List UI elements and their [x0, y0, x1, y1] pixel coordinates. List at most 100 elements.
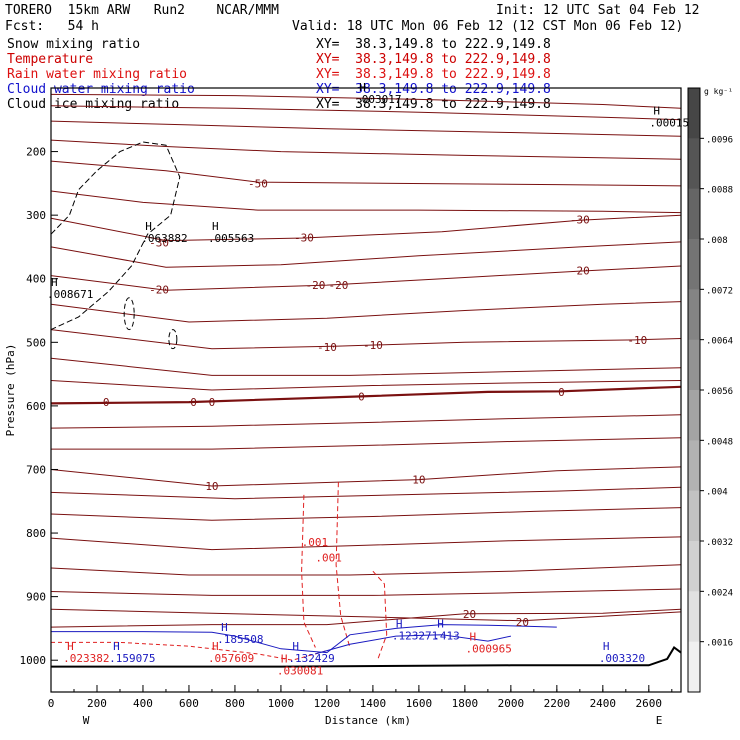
- isotherm-line: [50, 214, 682, 242]
- maximum-value: .413: [433, 630, 460, 643]
- x-tick-label: 0: [48, 697, 55, 710]
- x-tick-label: 600: [179, 697, 199, 710]
- maximum-marker: H: [67, 640, 74, 653]
- maximum-value: .005563: [208, 232, 254, 245]
- x-tick-label: 1400: [360, 697, 387, 710]
- maximum-value: .000150: [649, 117, 695, 130]
- isotherm-line: [50, 380, 682, 391]
- maximum-value: .159075: [109, 652, 155, 665]
- colorbar-swatch: [688, 339, 700, 391]
- maximum-marker: H: [281, 653, 288, 666]
- isotherm-label: 20: [463, 608, 476, 621]
- y-tick-label: 500: [26, 336, 46, 349]
- maximum-value: .185508: [217, 633, 263, 646]
- colorbar-swatch: [688, 239, 700, 290]
- colorbar-label: .0016: [706, 639, 733, 649]
- maximum-marker: H: [51, 276, 58, 289]
- maximum-value: .003320: [599, 652, 645, 665]
- snow-mixing-contour: [123, 297, 135, 331]
- y-tick-label: 200: [26, 146, 46, 159]
- maximum-value: .008671: [47, 288, 93, 301]
- maximum-marker: H: [212, 220, 219, 233]
- y-tick-label: 900: [26, 591, 46, 604]
- field-name-cloud-water: Cloud water mixing ratio: [7, 82, 195, 97]
- colorbar-swatch: [688, 541, 700, 592]
- field-name-snow: Snow mixing ratio: [7, 37, 141, 52]
- isotherm-label: -20: [570, 264, 590, 277]
- isotherm-line: [50, 265, 682, 291]
- y-tick-label: 800: [26, 527, 46, 540]
- x-tick-label: 1200: [314, 697, 341, 710]
- maximum-marker: H: [145, 220, 152, 233]
- maximum-value: .000965: [465, 642, 511, 655]
- field-xy-cloud-water: XY= 38.3,149.8 to 222.9,149.8: [316, 82, 551, 97]
- colorbar-swatch: [688, 641, 700, 693]
- field-xy-snow: XY= 38.3,149.8 to 222.9,149.8: [316, 37, 551, 52]
- isotherm-line: [50, 385, 682, 405]
- isotherm-label: 10: [205, 480, 218, 493]
- field-xy-temperature: XY= 38.3,149.8 to 222.9,149.8: [316, 52, 551, 67]
- isotherm-label: -20: [149, 284, 169, 297]
- cloud-water-contour: [315, 634, 512, 655]
- isotherm-line: [50, 414, 682, 429]
- colorbar-swatch: [688, 138, 700, 190]
- colorbar-label: .0024: [706, 588, 733, 598]
- maximum-value: .030081: [277, 665, 323, 678]
- isotherm-label: 0: [558, 386, 565, 399]
- y-axis-label: Pressure (hPa): [4, 344, 17, 437]
- rain-contour-label: .001: [315, 552, 342, 565]
- x-tick-label: 1800: [452, 697, 479, 710]
- isotherm-line: [50, 536, 682, 551]
- isotherm-line: [50, 190, 682, 214]
- isotherm-line: [50, 608, 682, 622]
- isotherm-line: [50, 466, 682, 487]
- field-name-cloud-ice: Cloud ice mixing ratio: [7, 97, 180, 112]
- maximum-marker: H: [437, 618, 444, 631]
- rain-mixing-contour: [335, 482, 351, 648]
- init-time: Init: 12 UTC Sat 04 Feb 12: [496, 3, 700, 18]
- colorbar-swatch: [688, 591, 700, 643]
- isotherm-line: [50, 608, 682, 628]
- x-tick-label: 2200: [544, 697, 571, 710]
- isotherm-line: [50, 241, 682, 268]
- colorbar-label: .0048: [706, 437, 733, 447]
- y-tick-label: 1000: [20, 654, 47, 667]
- field-xy-rain: XY= 38.3,149.8 to 222.9,149.8: [316, 67, 551, 82]
- colorbar-label: .0056: [706, 387, 733, 397]
- isotherm-label: 0: [209, 396, 216, 409]
- colorbar-label: .0032: [706, 538, 733, 548]
- field-name-temperature: Temperature: [7, 52, 94, 67]
- colorbar-label: .008: [706, 236, 728, 246]
- cloud-water-contour: [51, 624, 557, 654]
- field-name-rain: Rain water mixing ratio: [7, 67, 188, 82]
- x-tick-label: 2400: [590, 697, 617, 710]
- isotherm-label: -10: [627, 334, 647, 347]
- x-tick-label: 800: [225, 697, 245, 710]
- isotherm-line: [50, 329, 682, 350]
- isotherm-line: [50, 301, 682, 323]
- snow-mixing-contour: [50, 141, 181, 331]
- y-tick-label: 700: [26, 463, 46, 476]
- maximum-marker: H: [603, 640, 610, 653]
- maximum-marker: H: [212, 640, 219, 653]
- colorbar-unit: g kg⁻¹: [704, 87, 733, 96]
- colorbar-swatch: [688, 289, 700, 341]
- isotherm-label: -20: [305, 279, 325, 292]
- west-endpoint-label: W: [83, 714, 90, 727]
- valid-time: Valid: 18 UTC Mon 06 Feb 12 (12 CST Mon …: [292, 19, 684, 34]
- rain-contour-label: .001: [302, 536, 329, 549]
- y-tick-label: 400: [26, 273, 46, 286]
- colorbar-label: .0064: [706, 337, 733, 347]
- isotherm-line: [50, 120, 682, 137]
- isotherm-label: 0: [358, 390, 365, 403]
- isotherm-line: [50, 357, 682, 376]
- isotherm-label: 20: [516, 616, 529, 629]
- isotherm-line: [50, 93, 682, 109]
- colorbar-swatch: [688, 390, 700, 441]
- x-tick-label: 1000: [268, 697, 295, 710]
- isotherm-label: -10: [317, 341, 337, 354]
- rain-mixing-contour: [51, 641, 328, 661]
- plot-frame: [50, 87, 682, 693]
- maximum-marker: H: [113, 640, 120, 653]
